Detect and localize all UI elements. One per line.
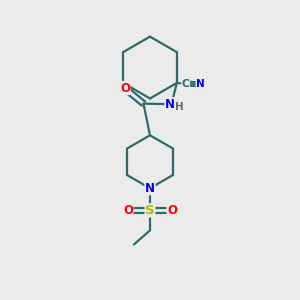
Text: O: O: [123, 204, 133, 217]
Text: N: N: [145, 182, 155, 195]
Text: S: S: [145, 204, 155, 217]
Text: H: H: [175, 102, 184, 112]
Text: O: O: [120, 82, 130, 94]
Text: O: O: [167, 204, 177, 217]
Text: C: C: [182, 79, 189, 88]
Text: N: N: [165, 98, 175, 111]
Text: N: N: [196, 80, 205, 89]
